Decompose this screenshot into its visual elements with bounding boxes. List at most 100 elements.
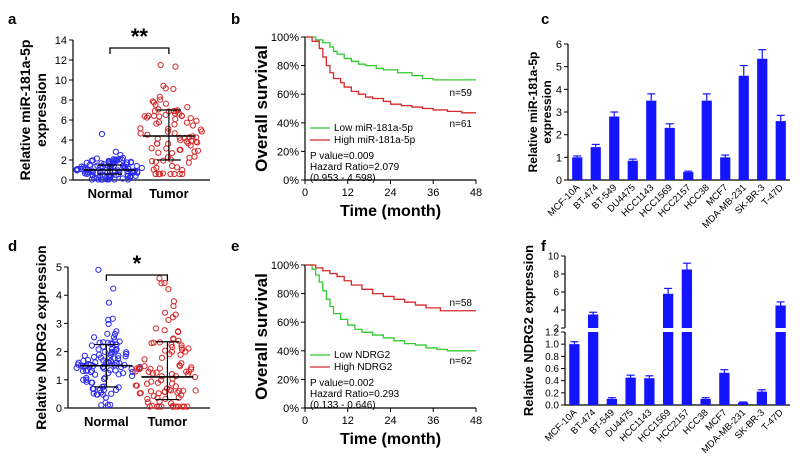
data-point bbox=[144, 131, 151, 138]
bar-lower-t-47d bbox=[775, 332, 786, 405]
y-tick-label: 8 bbox=[553, 270, 559, 281]
bar-du4475 bbox=[625, 377, 636, 405]
data-point bbox=[84, 367, 91, 374]
data-point bbox=[84, 356, 92, 364]
y-tick-label: 6 bbox=[61, 115, 67, 127]
data-point bbox=[152, 170, 159, 178]
y-tick-label: 5 bbox=[56, 262, 62, 274]
data-point bbox=[165, 316, 172, 324]
data-point bbox=[175, 328, 182, 335]
data-point bbox=[105, 359, 112, 366]
data-point bbox=[156, 93, 163, 100]
data-point bbox=[150, 392, 157, 399]
data-point bbox=[168, 162, 176, 170]
data-point bbox=[89, 385, 96, 392]
stat-text: Hazard Ratio=0.293 bbox=[310, 389, 400, 400]
y-tick-label: 0.4 bbox=[545, 376, 559, 387]
data-point bbox=[110, 285, 117, 292]
data-point bbox=[192, 387, 199, 394]
bar-mcf-10a bbox=[572, 157, 583, 180]
data-point bbox=[123, 350, 130, 358]
data-point bbox=[148, 378, 155, 385]
data-point bbox=[170, 85, 177, 92]
y-tick-label: 40% bbox=[277, 346, 299, 358]
data-point bbox=[171, 121, 178, 128]
data-point bbox=[156, 113, 163, 120]
data-point bbox=[172, 311, 179, 318]
y-tick-label: 0.2 bbox=[545, 388, 559, 399]
data-point bbox=[178, 344, 185, 351]
bar-sk-br-3 bbox=[756, 391, 768, 405]
data-point bbox=[158, 403, 165, 410]
data-point bbox=[111, 337, 118, 344]
data-point bbox=[95, 346, 102, 353]
data-point bbox=[148, 145, 155, 152]
data-point bbox=[99, 391, 107, 398]
data-point bbox=[182, 348, 189, 355]
data-point bbox=[155, 149, 162, 156]
bar-mcf-10a bbox=[569, 344, 580, 405]
data-point bbox=[86, 161, 93, 168]
data-point bbox=[149, 158, 156, 165]
y-tick-label: 2 bbox=[56, 347, 62, 359]
y-tick-label: 4 bbox=[56, 290, 62, 302]
data-point bbox=[181, 403, 188, 410]
data-point bbox=[132, 382, 140, 389]
data-point bbox=[155, 119, 163, 126]
n-label: n=62 bbox=[449, 356, 472, 367]
data-point bbox=[133, 365, 140, 372]
data-point bbox=[152, 325, 159, 332]
y-tick-label: 4 bbox=[553, 306, 559, 317]
bar-upper-hcc1569 bbox=[662, 293, 674, 328]
data-point bbox=[193, 117, 200, 124]
y-tick-label: 14 bbox=[55, 35, 67, 47]
y-tick-label: 100% bbox=[271, 260, 299, 272]
y-axis-label-line: Relative miR-181a-5p bbox=[526, 52, 540, 173]
data-point bbox=[126, 174, 134, 181]
data-point bbox=[161, 327, 168, 334]
x-tick-label-normal: Normal bbox=[88, 186, 133, 201]
data-point bbox=[129, 372, 136, 380]
panel-a-scatter: 0 2 4 6 8 10 12 14 Relative miR-181a-5pexpressio… bbox=[17, 24, 210, 201]
bar-hcc1569 bbox=[664, 127, 675, 180]
data-point bbox=[170, 403, 177, 410]
data-point bbox=[162, 111, 169, 119]
data-point bbox=[94, 391, 101, 398]
bar-upper-hcc2157 bbox=[681, 269, 693, 328]
data-point bbox=[173, 164, 181, 171]
data-point bbox=[148, 340, 155, 347]
data-point bbox=[73, 166, 80, 173]
data-point bbox=[162, 309, 169, 316]
data-point bbox=[150, 112, 158, 120]
y-tick-label: 100% bbox=[271, 32, 299, 44]
data-point bbox=[105, 299, 113, 306]
data-point bbox=[158, 280, 165, 287]
data-point bbox=[88, 367, 95, 374]
data-point bbox=[80, 363, 87, 370]
x-tick-label: 12 bbox=[342, 187, 354, 199]
data-point bbox=[175, 394, 182, 401]
x-tick-label: T-47D bbox=[760, 407, 786, 433]
n-label: n=58 bbox=[449, 298, 472, 309]
x-tick-label-normal: Normal bbox=[84, 414, 129, 429]
data-point bbox=[156, 275, 163, 282]
legend-label: Low miR-181a-5p bbox=[334, 123, 413, 134]
panel-label-c: c bbox=[541, 11, 549, 28]
data-point bbox=[177, 351, 184, 358]
n-label: n=61 bbox=[449, 119, 472, 130]
data-point bbox=[180, 387, 187, 394]
data-point bbox=[147, 388, 155, 395]
y-tick-label: 2 bbox=[553, 324, 559, 335]
data-point bbox=[188, 364, 195, 371]
data-point bbox=[171, 130, 178, 137]
x-tick-label: 0 bbox=[302, 415, 308, 427]
data-point bbox=[90, 353, 98, 361]
data-point bbox=[111, 157, 118, 164]
x-axis-label: Time (month) bbox=[340, 431, 441, 448]
data-point bbox=[124, 159, 131, 166]
y-tick-label: 12 bbox=[55, 55, 67, 67]
y-tick-label: 0 bbox=[556, 175, 562, 187]
data-point bbox=[145, 112, 152, 119]
data-point bbox=[107, 340, 114, 347]
panel-f-bars: 2 4 6 8 10 0.0 0.20.40.60.81.01.2 Relative NDRG… bbox=[521, 245, 790, 456]
